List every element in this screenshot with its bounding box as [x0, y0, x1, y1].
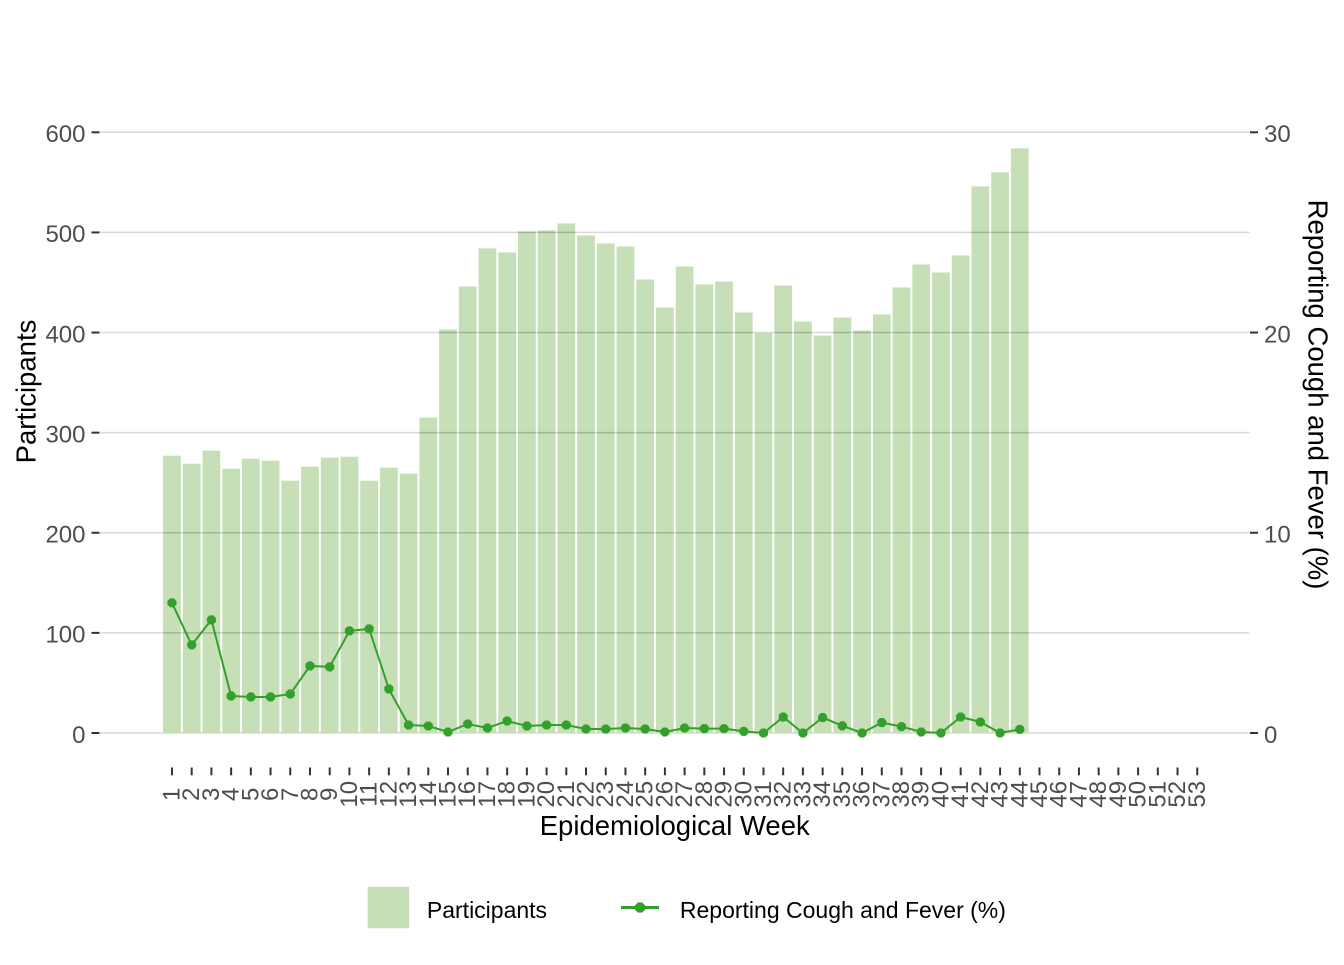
svg-text:13: 13: [395, 781, 422, 808]
svg-text:27: 27: [671, 781, 698, 808]
svg-text:200: 200: [45, 522, 85, 549]
svg-text:15: 15: [435, 781, 462, 808]
svg-text:43: 43: [987, 781, 1014, 808]
svg-text:10: 10: [1264, 522, 1291, 549]
svg-text:100: 100: [45, 622, 85, 649]
svg-text:7: 7: [277, 788, 304, 801]
svg-text:6: 6: [257, 788, 284, 801]
svg-text:5: 5: [237, 788, 264, 801]
svg-text:23: 23: [592, 781, 619, 808]
svg-text:50: 50: [1125, 781, 1152, 808]
svg-text:51: 51: [1144, 781, 1171, 808]
svg-text:35: 35: [829, 781, 856, 808]
svg-text:42: 42: [967, 781, 994, 808]
svg-text:3: 3: [198, 788, 225, 801]
svg-text:39: 39: [908, 781, 935, 808]
svg-text:45: 45: [1026, 781, 1053, 808]
svg-text:41: 41: [947, 781, 974, 808]
svg-text:Participants: Participants: [11, 320, 42, 464]
svg-text:Reporting Cough and Fever (%): Reporting Cough and Fever (%): [680, 897, 1006, 923]
svg-text:20: 20: [1264, 321, 1291, 348]
svg-text:33: 33: [789, 781, 816, 808]
svg-text:52: 52: [1164, 781, 1191, 808]
svg-text:16: 16: [454, 781, 481, 808]
svg-text:0: 0: [1264, 722, 1277, 749]
svg-text:Epidemiological Week: Epidemiological Week: [540, 810, 810, 841]
svg-text:31: 31: [750, 781, 777, 808]
svg-text:22: 22: [573, 781, 600, 808]
svg-text:8: 8: [296, 788, 323, 801]
svg-text:Participants: Participants: [427, 897, 547, 923]
svg-text:1: 1: [158, 788, 185, 801]
svg-text:Reporting Cough and Fever (%): Reporting Cough and Fever (%): [1303, 200, 1334, 590]
svg-text:28: 28: [691, 781, 718, 808]
svg-text:40: 40: [927, 781, 954, 808]
svg-text:44: 44: [1006, 781, 1033, 808]
svg-text:21: 21: [553, 781, 580, 808]
svg-text:53: 53: [1184, 781, 1211, 808]
svg-text:24: 24: [612, 781, 639, 808]
svg-text:30: 30: [1264, 121, 1291, 148]
svg-text:12: 12: [375, 781, 402, 808]
svg-text:11: 11: [356, 782, 383, 807]
svg-text:20: 20: [533, 781, 560, 808]
svg-text:47: 47: [1065, 781, 1092, 808]
svg-text:48: 48: [1085, 781, 1112, 808]
svg-text:9: 9: [316, 788, 343, 801]
svg-text:17: 17: [474, 781, 501, 808]
svg-text:37: 37: [868, 781, 895, 808]
svg-text:14: 14: [415, 781, 442, 808]
svg-text:600: 600: [45, 121, 85, 148]
svg-text:30: 30: [730, 781, 757, 808]
svg-text:49: 49: [1105, 781, 1132, 808]
svg-text:300: 300: [45, 421, 85, 448]
svg-text:19: 19: [513, 781, 540, 808]
svg-text:4: 4: [218, 788, 245, 801]
svg-text:29: 29: [711, 781, 738, 808]
svg-text:38: 38: [888, 781, 915, 808]
svg-text:34: 34: [809, 781, 836, 808]
svg-text:36: 36: [849, 781, 876, 808]
svg-text:32: 32: [770, 781, 797, 808]
svg-text:18: 18: [494, 781, 521, 808]
svg-text:2: 2: [178, 788, 205, 801]
svg-text:46: 46: [1046, 781, 1073, 808]
svg-text:500: 500: [45, 221, 85, 248]
svg-text:0: 0: [72, 722, 85, 749]
svg-text:10: 10: [336, 781, 363, 808]
svg-text:25: 25: [632, 781, 659, 808]
svg-text:26: 26: [651, 781, 678, 808]
svg-text:400: 400: [45, 321, 85, 348]
